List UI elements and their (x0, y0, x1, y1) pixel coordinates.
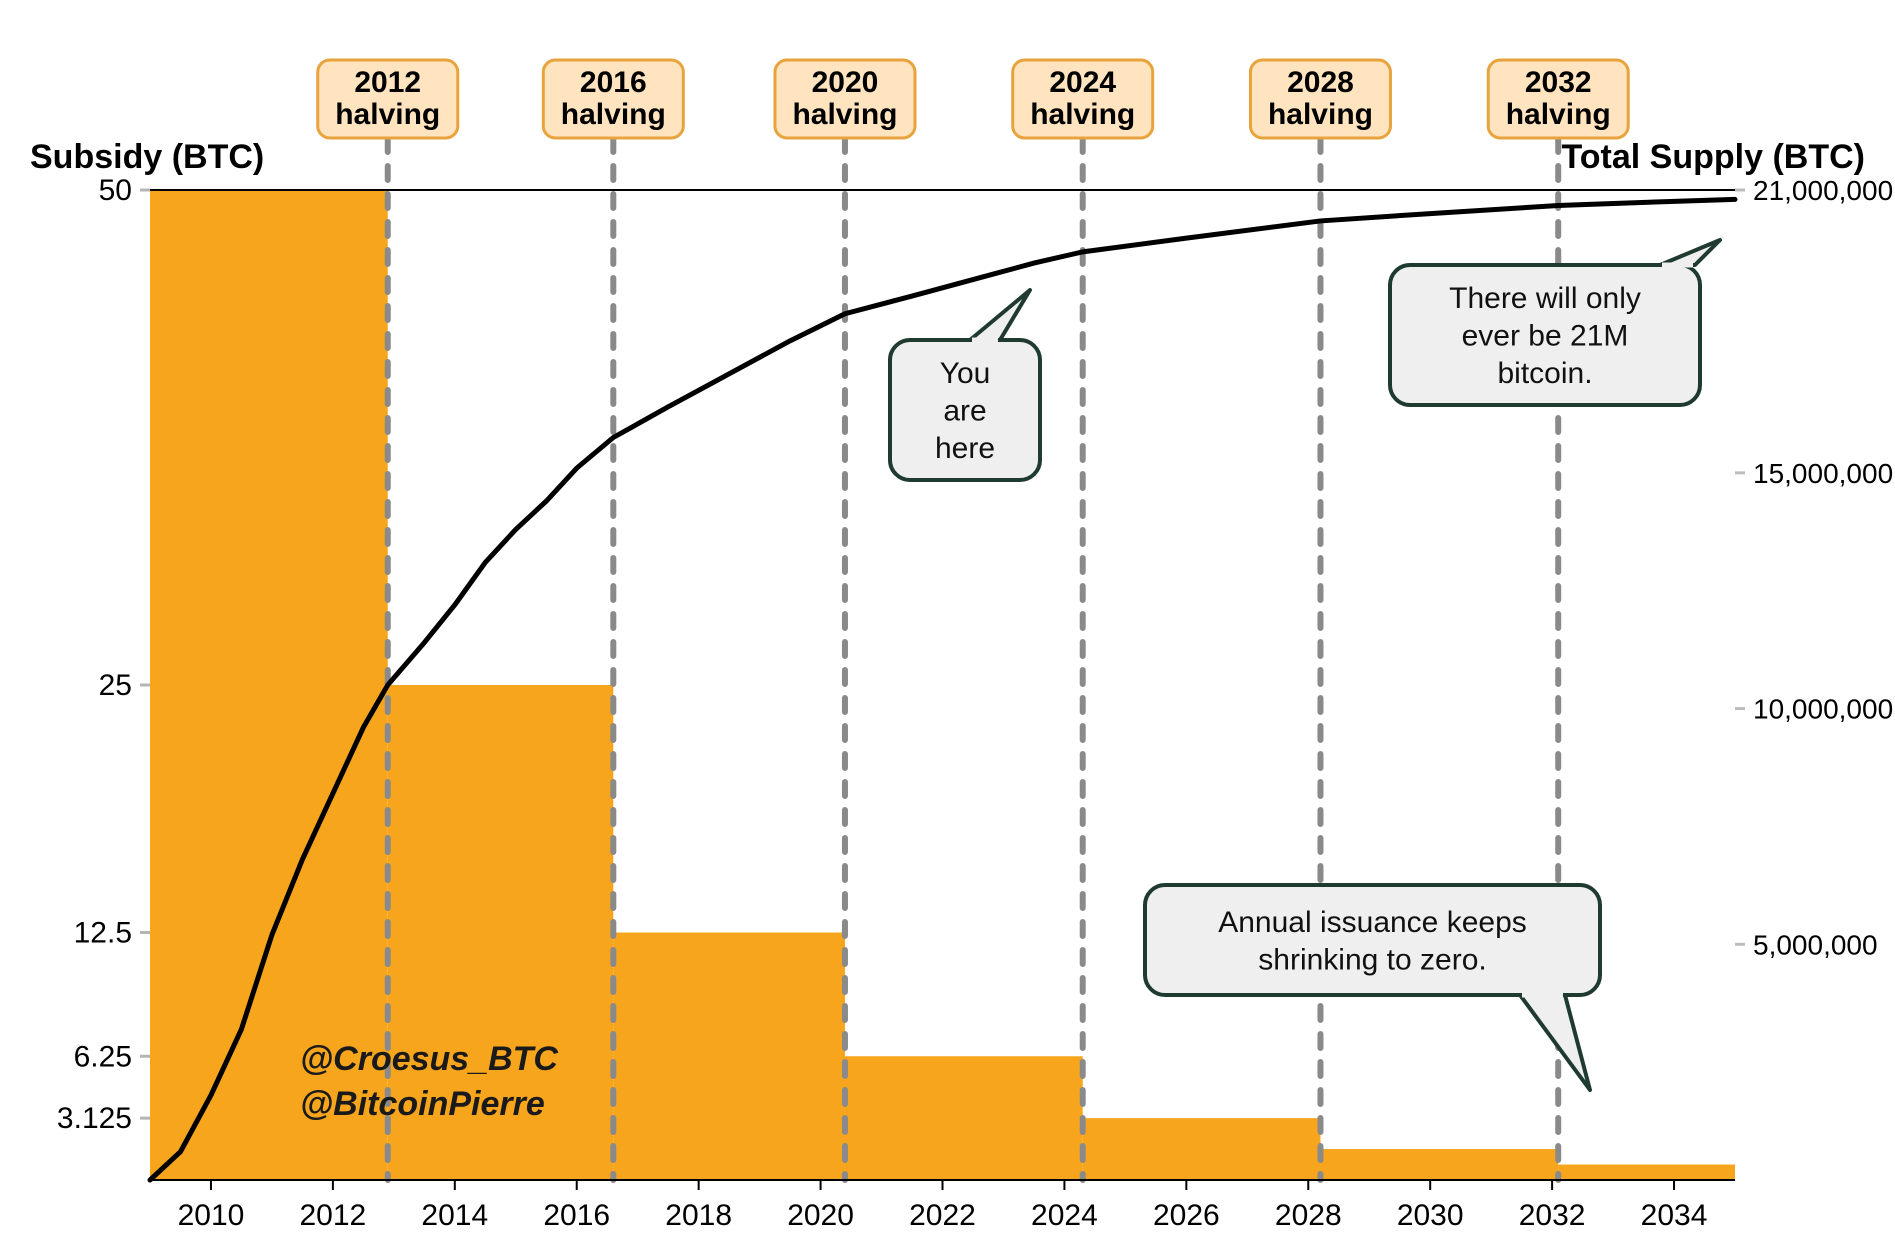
right-axis-title: Total Supply (BTC) (1562, 138, 1865, 176)
halving-year: 2016 (580, 66, 647, 99)
callout-you-are-here-text: You (940, 357, 991, 390)
bitcoin-halving-chart: 2012halving2016halving2020halving2024hal… (0, 0, 1895, 1253)
halving-year: 2020 (812, 66, 879, 99)
subsidy-bar (613, 933, 845, 1181)
left-tick-label: 25 (99, 669, 132, 702)
halving-year: 2012 (354, 66, 421, 99)
x-tick-label: 2026 (1153, 1199, 1220, 1232)
right-tick-label: 5,000,000 (1753, 929, 1878, 960)
halving-year: 2032 (1525, 66, 1592, 99)
x-tick-label: 2022 (909, 1199, 976, 1232)
subsidy-bar (845, 1056, 1083, 1180)
left-tick-label: 12.5 (74, 917, 132, 950)
halving-word: halving (1030, 98, 1135, 131)
callout-21m-text: ever be 21M (1462, 320, 1629, 353)
x-tick-label: 2010 (178, 1199, 245, 1232)
subsidy-bar (1083, 1118, 1321, 1180)
subsidy-bar (150, 190, 388, 1180)
left-axis-title: Subsidy (BTC) (30, 138, 264, 176)
x-tick-label: 2028 (1275, 1199, 1342, 1232)
callout-21m-text: bitcoin. (1497, 357, 1592, 390)
halving-year: 2028 (1287, 66, 1354, 99)
right-tick-label: 10,000,000 (1753, 694, 1893, 725)
x-tick-label: 2034 (1641, 1199, 1708, 1232)
x-tick-label: 2020 (787, 1199, 854, 1232)
x-tick-label: 2012 (300, 1199, 367, 1232)
callout-21m: There will only ever be 21M bitcoin. (1390, 240, 1720, 405)
x-tick-label: 2024 (1031, 1199, 1098, 1232)
halving-word: halving (561, 98, 666, 131)
right-tick-label: 15,000,000 (1753, 458, 1893, 489)
subsidy-bar (1558, 1165, 1735, 1180)
halving-year: 2024 (1049, 66, 1116, 99)
left-tick-label: 50 (99, 174, 132, 207)
x-tick-label: 2016 (543, 1199, 610, 1232)
left-tick-label: 3.125 (57, 1102, 132, 1135)
left-tick-label: 6.25 (74, 1040, 132, 1073)
halving-word: halving (792, 98, 897, 131)
halving-word: halving (335, 98, 440, 131)
callout-21m-text: There will only (1449, 282, 1641, 315)
credit-line-1: @Croesus_BTC (300, 1040, 558, 1078)
callout-shrinking-text: Annual issuance keeps (1218, 906, 1527, 939)
halving-word: halving (1506, 98, 1611, 131)
halving-word: halving (1268, 98, 1373, 131)
callout-shrinking-text: shrinking to zero. (1258, 943, 1486, 976)
right-tick-label: 21,000,000 (1753, 175, 1893, 206)
callout-you-are-here-text: here (935, 432, 995, 465)
x-tick-label: 2014 (421, 1199, 488, 1232)
x-tick-label: 2032 (1519, 1199, 1586, 1232)
credit-line-2: @BitcoinPierre (300, 1085, 545, 1123)
subsidy-bar (1320, 1149, 1558, 1180)
x-tick-label: 2030 (1397, 1199, 1464, 1232)
x-tick-label: 2018 (665, 1199, 732, 1232)
callout-you-are-here-text: are (943, 395, 986, 428)
